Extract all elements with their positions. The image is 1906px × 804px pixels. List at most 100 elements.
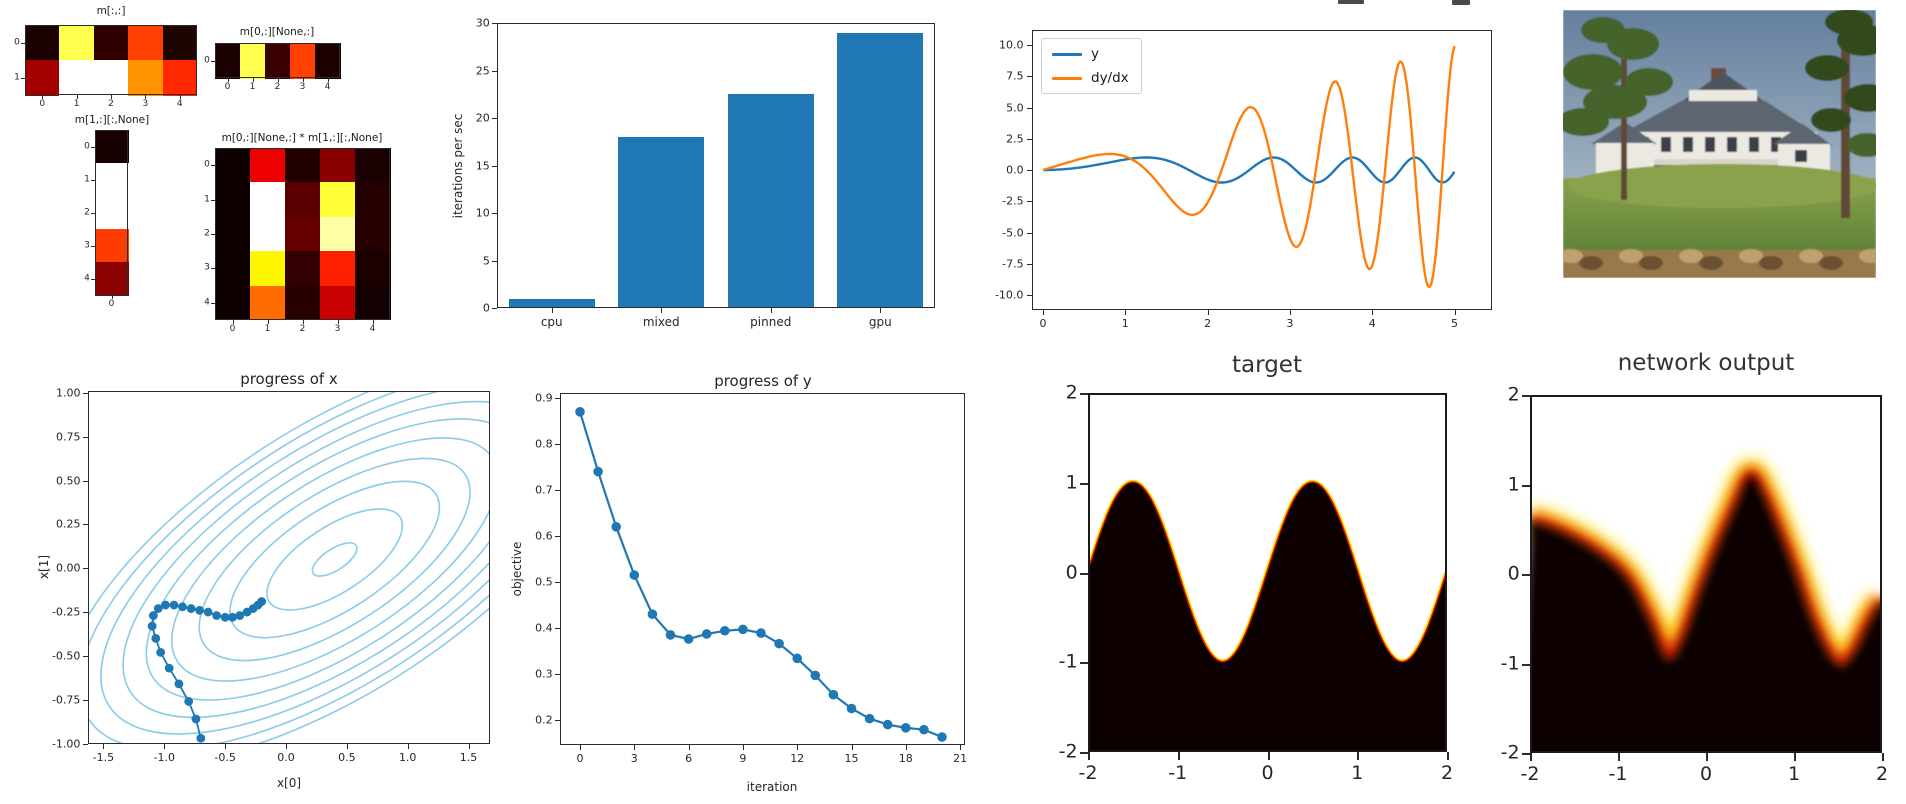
progress-y-ylabel: objective — [510, 541, 524, 597]
tick-label: 0 — [14, 37, 20, 47]
tick-mark-icon — [770, 308, 772, 313]
heatmap-cell — [285, 148, 321, 183]
heatmap-cell — [95, 262, 129, 296]
tick-mark-icon — [555, 398, 560, 399]
tick-label: -2.5 — [1002, 194, 1024, 208]
heatmap-cell — [355, 285, 391, 321]
tick-label: 1 — [84, 174, 90, 184]
heatmap-cell — [250, 182, 286, 218]
path-point — [151, 633, 161, 643]
tick-mark-icon — [1027, 76, 1032, 78]
tick-label: 5 — [1451, 317, 1458, 330]
heatmap-cell — [95, 229, 129, 263]
objective-point — [738, 624, 748, 635]
tick-label: 2 — [108, 99, 114, 109]
heatmap-cell — [315, 43, 341, 79]
tick-mark-icon — [1177, 752, 1180, 760]
tick-mark-icon — [103, 744, 105, 749]
tick-label: mixed — [642, 315, 680, 329]
heatmap-cell — [290, 43, 316, 79]
objective-point — [937, 732, 947, 742]
tick-label: 0.0 — [277, 751, 295, 764]
tick-label: gpu — [868, 315, 892, 329]
tick-label: 4 — [176, 99, 183, 109]
tick-label: 1 — [1121, 317, 1129, 330]
tick-mark-icon — [83, 480, 88, 482]
tick-label: 1.0 — [398, 751, 417, 764]
tick-label: 3 — [334, 324, 341, 334]
heatmap-cell — [285, 216, 321, 252]
objective-point — [919, 724, 929, 735]
tick-mark-icon — [83, 393, 88, 394]
tick-mark-icon — [302, 320, 304, 324]
heatmap-cell — [59, 60, 95, 96]
tick-label: -0.75 — [51, 693, 81, 707]
tick-label: 0 — [1039, 317, 1047, 330]
network-output-title: network output — [1617, 350, 1795, 376]
tick-mark-icon — [42, 95, 44, 99]
heatmap-cell — [250, 148, 286, 183]
tick-label: 5 — [482, 254, 490, 267]
path-point — [196, 733, 206, 743]
tick-mark-icon — [1027, 201, 1032, 203]
tick-mark-icon — [797, 745, 799, 750]
heatmap-col-title: m[1,:][:,None] — [74, 114, 150, 126]
tick-mark-icon — [492, 308, 497, 309]
heatmap-cell — [128, 60, 164, 96]
tick-label: 2.5 — [1006, 132, 1024, 146]
progress-y-xlabel: iteration — [746, 780, 798, 794]
tick-mark-icon — [277, 78, 279, 82]
tick-mark-icon — [880, 308, 882, 313]
tick-label: -1 — [1058, 650, 1078, 673]
tick-mark-icon — [555, 720, 560, 721]
heatmap-cell — [95, 130, 129, 164]
legend-entry-dydx: dy/dx — [1052, 70, 1129, 86]
legend-line-y-icon — [1052, 52, 1082, 56]
tick-mark-icon — [21, 42, 25, 44]
tick-mark-icon — [232, 320, 234, 324]
tick-label: 1.00 — [56, 386, 81, 400]
tick-mark-icon — [1027, 170, 1032, 171]
tick-label: 3 — [299, 82, 306, 92]
tick-mark-icon — [1027, 232, 1032, 234]
tick-mark-icon — [1706, 753, 1708, 761]
tick-mark-icon — [555, 582, 560, 583]
tick-mark-icon — [1267, 752, 1270, 760]
tick-label: -2 — [1058, 740, 1078, 763]
tick-label: 7.5 — [1006, 69, 1024, 83]
tick-mark-icon — [1289, 310, 1291, 315]
tick-label: 2 — [1440, 762, 1454, 784]
tick-mark-icon — [83, 743, 88, 745]
heatmap-cell — [355, 148, 391, 183]
tick-label: 0.5 — [338, 751, 356, 764]
tick-mark-icon — [555, 490, 560, 491]
path-point — [186, 604, 196, 613]
tick-mark-icon — [1357, 752, 1360, 760]
bar-ylabel: iterations per sec — [451, 113, 465, 219]
tick-label: 15 — [844, 752, 859, 765]
tick-label: 3 — [204, 262, 210, 273]
tick-mark-icon — [372, 320, 374, 324]
tick-label: 3 — [1286, 317, 1294, 330]
tick-label: 0.75 — [56, 430, 81, 444]
heatmap-cell — [93, 60, 129, 96]
tick-mark-icon — [91, 212, 95, 214]
path-point — [212, 611, 222, 620]
tick-label: 0.7 — [535, 483, 553, 497]
tick-label: cpu — [540, 315, 563, 329]
tick-label: 0 — [1261, 762, 1274, 784]
objective-point — [792, 653, 802, 664]
legend-line-dydx-icon — [1052, 76, 1082, 80]
tick-mark-icon — [83, 612, 88, 614]
tick-label: 2 — [1875, 763, 1889, 785]
tick-mark-icon — [555, 444, 560, 445]
heatmap-cell — [215, 285, 251, 321]
objective-point — [593, 466, 603, 477]
legend-label-dydx: dy/dx — [1091, 70, 1129, 86]
tick-label: 0 — [39, 99, 46, 109]
tick-mark-icon — [661, 308, 663, 313]
tick-mark-icon — [91, 278, 95, 280]
heatmap-cell — [162, 60, 198, 96]
tick-mark-icon — [91, 245, 95, 247]
tick-mark-icon — [164, 744, 166, 749]
